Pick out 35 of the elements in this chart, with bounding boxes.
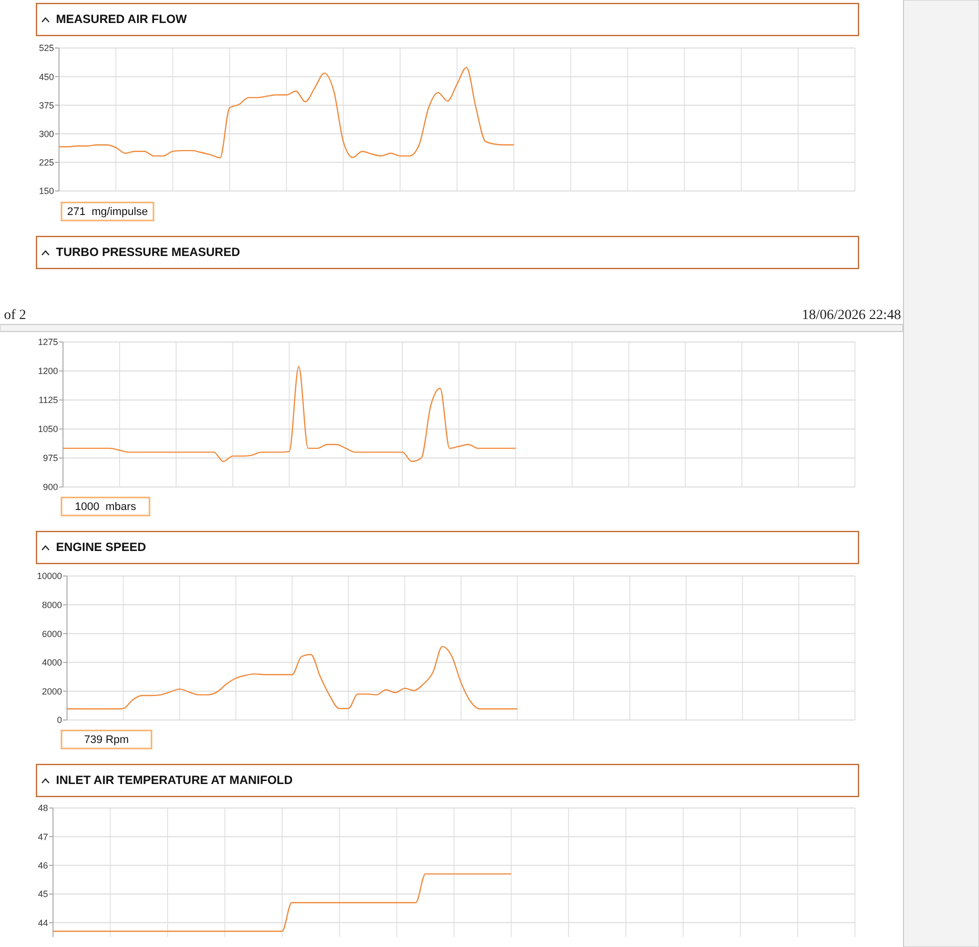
y-tick-label: 975 bbox=[42, 453, 58, 464]
y-tick-label: 1275 bbox=[38, 337, 58, 348]
y-tick-label: 1125 bbox=[38, 395, 58, 406]
y-tick-label: 225 bbox=[38, 158, 54, 168]
y-tick-label: 48 bbox=[38, 803, 48, 814]
text: 18/06/2026 22:48 bbox=[802, 308, 901, 323]
y-tick-label: 375 bbox=[38, 100, 54, 110]
chart-title: ENGINE SPEED bbox=[56, 540, 146, 554]
line-series bbox=[62, 366, 516, 462]
chart-title: TURBO PRESSURE MEASURED bbox=[56, 245, 240, 259]
y-tick-label: 44 bbox=[38, 918, 48, 928]
text: 271 mg/impulse bbox=[67, 206, 148, 218]
y-tick-label: 0 bbox=[56, 715, 62, 726]
y-tick-label: 1050 bbox=[38, 424, 58, 434]
text: of 2 bbox=[4, 308, 26, 323]
text: 739 Rpm bbox=[84, 734, 129, 746]
y-tick-label: 300 bbox=[38, 128, 54, 139]
y-tick-label: 450 bbox=[38, 72, 54, 82]
chart-title: MEASURED AIR FLOW bbox=[56, 12, 188, 26]
y-tick-label: 6000 bbox=[42, 628, 62, 639]
chart-title: INLET AIR TEMPERATURE AT MANIFOLD bbox=[56, 773, 293, 787]
y-tick-label: 10000 bbox=[36, 571, 62, 582]
y-tick-label: 1200 bbox=[38, 366, 58, 376]
text: 1000 mbars bbox=[74, 501, 137, 513]
y-tick-label: 150 bbox=[38, 186, 54, 196]
line-series bbox=[58, 66, 514, 158]
y-tick-label: 46 bbox=[38, 860, 48, 870]
y-tick-label: 525 bbox=[38, 43, 54, 54]
line-series bbox=[66, 646, 518, 710]
y-tick-label: 47 bbox=[38, 832, 48, 842]
y-tick-label: 8000 bbox=[42, 600, 62, 610]
y-tick-label: 2000 bbox=[42, 686, 62, 696]
y-tick-label: 900 bbox=[42, 482, 58, 492]
y-tick-label: 45 bbox=[38, 889, 48, 900]
y-tick-label: 4000 bbox=[42, 658, 62, 668]
